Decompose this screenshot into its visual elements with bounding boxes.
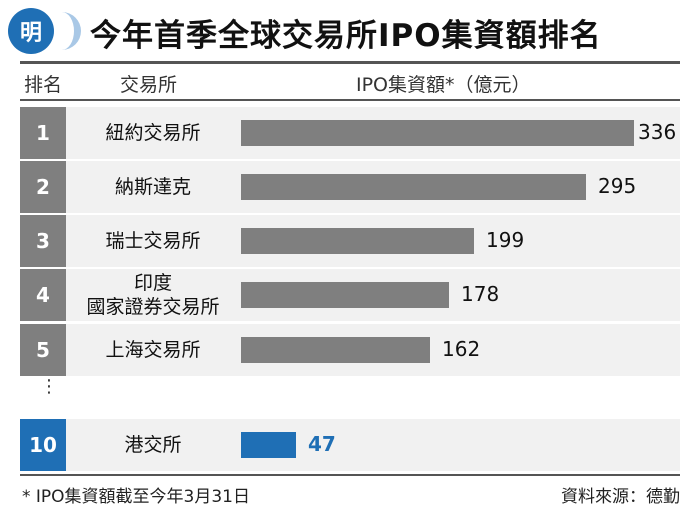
- bar: [241, 174, 586, 200]
- category-label: 納斯達克: [114, 176, 191, 198]
- bar: [241, 337, 430, 363]
- header-exchange: 交易所: [120, 74, 178, 96]
- logo-wing-decoration: [48, 12, 81, 50]
- value-label: 295: [598, 174, 637, 198]
- source-credit: 資料來源：德勤: [561, 487, 680, 507]
- category-label: 瑞士交易所: [105, 230, 201, 252]
- rank-label: 4: [20, 269, 66, 321]
- header-amount: IPO集資額*（億元）: [356, 74, 531, 96]
- rank-label: 1: [20, 107, 66, 159]
- bar: [241, 282, 449, 308]
- ellipsis-separator: ⋮: [40, 376, 58, 397]
- value-label: 47: [308, 432, 336, 456]
- category-label: 港交所: [124, 434, 182, 456]
- value-label: 199: [486, 228, 525, 252]
- value-label: 178: [461, 282, 500, 306]
- rank-label: 3: [20, 215, 66, 267]
- header-rank: 排名: [24, 74, 63, 96]
- bar: [241, 432, 296, 458]
- value-label: 336: [638, 120, 677, 144]
- row-background: [20, 419, 680, 471]
- chart-title: 今年首季全球交易所IPO集資額排名: [90, 18, 602, 54]
- ming-pao-logo: 明: [8, 8, 54, 54]
- rank-label: 5: [20, 324, 66, 376]
- category-label: 印度 國家證券交易所: [86, 272, 220, 318]
- rank-label: 10: [20, 419, 66, 471]
- category-label: 紐約交易所: [105, 122, 201, 144]
- rank-label: 2: [20, 161, 66, 213]
- table-header: 排名 交易所 IPO集資額*（億元）: [20, 61, 680, 101]
- bar: [241, 228, 474, 254]
- footer-divider: [20, 474, 680, 476]
- bar: [241, 120, 634, 146]
- footnote: * IPO集資額截至今年3月31日: [22, 487, 250, 507]
- value-label: 162: [442, 337, 481, 361]
- logo-text: 明: [19, 20, 42, 46]
- category-label: 上海交易所: [105, 339, 201, 361]
